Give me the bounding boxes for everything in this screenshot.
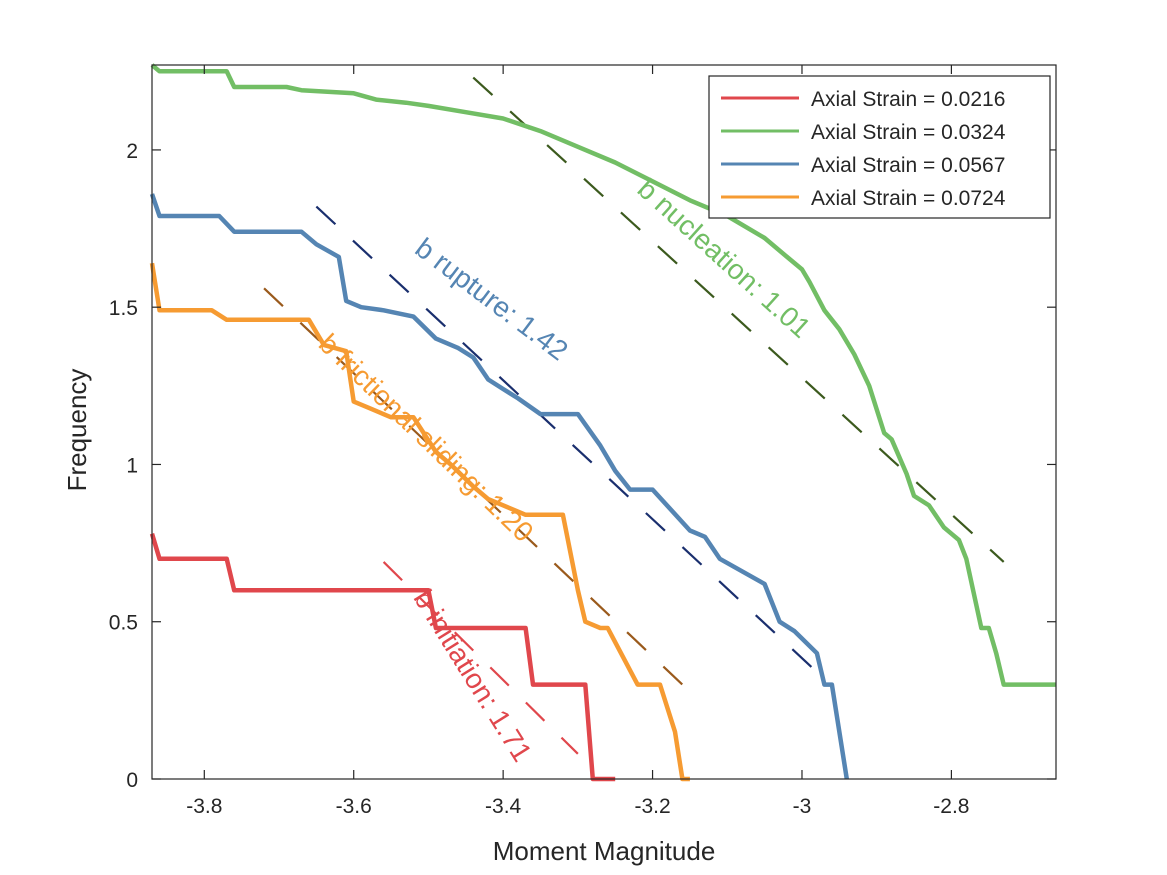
plot-frame — [151, 64, 1057, 780]
x-axis-label: Moment Magnitude — [493, 836, 716, 866]
series-line-3 — [149, 193, 850, 780]
legend-label: Axial Strain = 0.0724 — [811, 187, 1006, 210]
x-tick-label: -3.8 — [186, 795, 222, 818]
legend-label: Axial Strain = 0.0567 — [811, 154, 1005, 177]
legend-box — [708, 75, 1051, 219]
x-tick-label: -3.2 — [634, 795, 670, 818]
y-tick-label: 1.5 — [109, 297, 138, 320]
y-tick-label: 0.5 — [109, 612, 138, 635]
fit-lines — [263, 76, 1005, 755]
fit-line-2 — [472, 76, 1005, 563]
x-tick-label: -3.4 — [485, 795, 522, 818]
x-tick-label: -2.8 — [933, 795, 969, 818]
legend-label: Axial Strain = 0.0216 — [811, 88, 1005, 111]
legend-label: Axial Strain = 0.0324 — [811, 121, 1006, 144]
series-line-2 — [150, 63, 1056, 687]
series-line-4 — [149, 262, 690, 782]
legend: Axial Strain = 0.0216 Axial Strain = 0.03… — [708, 75, 1051, 219]
x-tick-label: -3.6 — [336, 795, 372, 818]
y-axis-label: Frequency — [62, 369, 92, 492]
axis-ticks: -3.8 -3.6 -3.4 -3.2 -3 -2.8 0 0.5 1 1.5 2 — [109, 65, 1056, 818]
x-tick-label: -3 — [793, 795, 812, 818]
y-tick-label: 0 — [126, 769, 138, 792]
y-tick-label: 2 — [126, 140, 138, 163]
y-tick-label: 1 — [126, 454, 138, 477]
fit-line-3 — [315, 205, 818, 673]
